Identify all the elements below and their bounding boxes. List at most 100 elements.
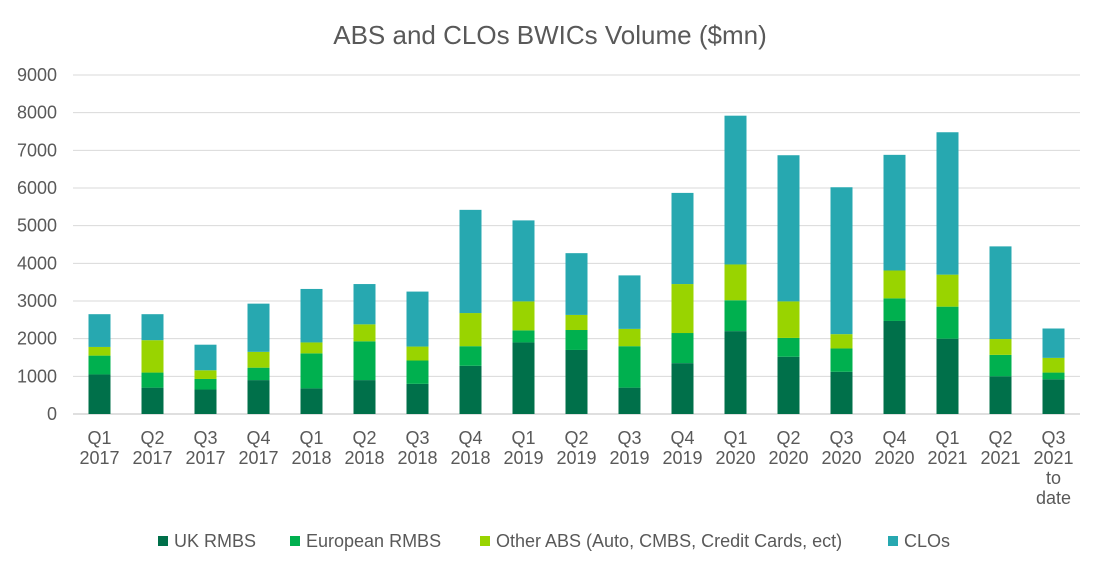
x-tick-label: Q1 2018 [291, 428, 331, 468]
bar-segment [1042, 357, 1065, 373]
x-tick-label: Q2 2021 [980, 428, 1020, 468]
legend-label: CLOs [904, 531, 950, 551]
bar-segment [724, 300, 747, 332]
bar-segment [141, 340, 164, 373]
y-tick-label: 0 [47, 404, 57, 424]
bar-segment [830, 187, 853, 335]
bar-segment [247, 367, 270, 381]
x-tick-label: Q1 2017 [79, 428, 119, 468]
bar-segment [194, 389, 217, 414]
bar-segment [671, 192, 694, 285]
x-tick-label: Q1 2020 [715, 428, 755, 468]
x-tick-label: Q3 2019 [609, 428, 649, 468]
bar-segment [830, 371, 853, 414]
bar-segment [883, 320, 906, 414]
bar-segment [830, 334, 853, 349]
bar-segment [406, 383, 429, 414]
bar-segment [565, 330, 588, 350]
x-tick-label: Q1 2019 [503, 428, 543, 468]
bar-segment [194, 378, 217, 390]
bar-segment [777, 155, 800, 302]
x-tick-label: Q1 2021 [927, 428, 967, 468]
bar-segment [141, 314, 164, 341]
bar-segment [936, 306, 959, 339]
y-tick-label: 3000 [17, 291, 57, 311]
bar-segment [777, 356, 800, 414]
bars [88, 115, 1065, 414]
y-tick-label: 5000 [17, 216, 57, 236]
bar-segment [459, 365, 482, 414]
bar-segment [459, 313, 482, 347]
bar-segment [353, 284, 376, 325]
bar-segment [777, 337, 800, 357]
x-tick-label: Q4 2017 [238, 428, 278, 468]
bar-segment [883, 270, 906, 299]
bar-segment [459, 346, 482, 366]
x-tick-label: Q2 2019 [556, 428, 596, 468]
bar-segment [989, 246, 1012, 340]
bar-segment [353, 380, 376, 414]
bar-segment [936, 274, 959, 307]
bar-segment [88, 314, 111, 347]
bar-segment [512, 330, 535, 343]
x-tick-label: Q2 2017 [132, 428, 172, 468]
bar-segment [618, 387, 641, 414]
bar-segment [247, 303, 270, 352]
bar-segment [989, 376, 1012, 414]
bar-segment [512, 220, 535, 302]
bar-segment [724, 264, 747, 301]
legend-label: Other ABS (Auto, CMBS, Credit Cards, ect… [496, 531, 842, 551]
legend-swatch [480, 536, 490, 546]
chart-title: ABS and CLOs BWICs Volume ($mn) [333, 20, 766, 50]
bar-segment [936, 132, 959, 275]
bar-segment [724, 331, 747, 414]
bar-segment [936, 338, 959, 414]
bar-segment [618, 275, 641, 329]
y-tick-label: 4000 [17, 253, 57, 273]
legend-swatch [290, 536, 300, 546]
y-axis: 0 1000 2000 3000 4000 5000 6000 7000 8000 9000 [17, 65, 57, 424]
bar-segment [989, 354, 1012, 377]
bar-segment [671, 363, 694, 414]
bar-segment [565, 314, 588, 331]
x-tick-label: Q3 2017 [185, 428, 225, 468]
bar-segment [777, 301, 800, 338]
bar-segment [247, 380, 270, 414]
bar-segment [194, 344, 217, 371]
x-tick-label: Q3 2020 [821, 428, 861, 468]
bar-segment [565, 253, 588, 315]
y-tick-label: 2000 [17, 329, 57, 349]
bar-segment [353, 341, 376, 381]
bar-segment [88, 355, 111, 375]
bar-segment [1042, 379, 1065, 414]
bar-segment [1042, 372, 1065, 380]
x-tick-label: Q4 2020 [874, 428, 914, 468]
legend: UK RMBS European RMBS Other ABS (Auto, CMB… [158, 531, 950, 551]
y-tick-label: 6000 [17, 178, 57, 198]
legend-label: European RMBS [306, 531, 441, 551]
legend-swatch [888, 536, 898, 546]
bar-segment [1042, 328, 1065, 358]
bar-segment [618, 328, 641, 347]
bar-segment [247, 351, 270, 368]
bar-segment [300, 353, 323, 389]
bar-segment [671, 333, 694, 364]
bar-segment [618, 346, 641, 388]
bar-segment [353, 324, 376, 342]
bar-segment [671, 284, 694, 334]
bar-segment [406, 291, 429, 347]
y-tick-label: 1000 [17, 366, 57, 386]
legend-swatch [158, 536, 168, 546]
bar-segment [88, 346, 111, 356]
bar-segment [459, 209, 482, 314]
bar-segment [724, 115, 747, 265]
x-tick-label: Q3 2021 to date [1033, 428, 1073, 508]
bar-segment [406, 360, 429, 384]
bar-segment [300, 288, 323, 343]
y-tick-label: 9000 [17, 65, 57, 85]
bar-segment [565, 349, 588, 414]
x-tick-label: Q2 2018 [344, 428, 384, 468]
x-axis: Q1 2017 Q2 2017 Q3 2017 Q4 2017 Q1 2018 Q2 2018 Q3 20… [79, 428, 1073, 508]
